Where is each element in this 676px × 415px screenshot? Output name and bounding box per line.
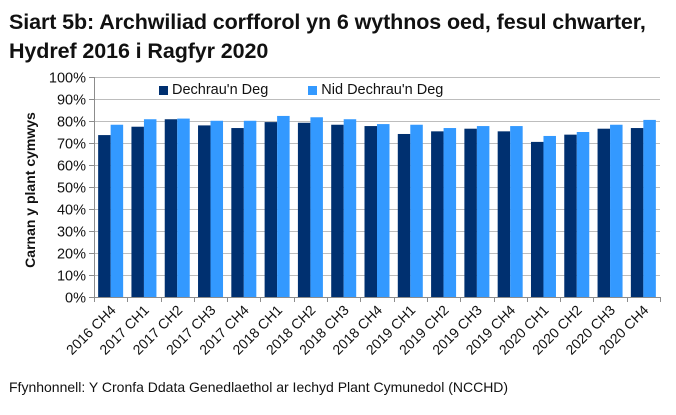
source-note: Ffynhonnell: Y Cronfa Ddata Genedlaethol… xyxy=(9,379,509,395)
bar xyxy=(210,120,224,297)
bar xyxy=(530,141,544,297)
bar xyxy=(364,126,377,297)
y-tick-label: 80% xyxy=(57,115,86,131)
bar xyxy=(497,131,511,297)
y-tick-label: 10% xyxy=(57,269,86,285)
y-tick-label: 90% xyxy=(57,93,86,109)
bar xyxy=(443,128,457,297)
bar xyxy=(397,133,411,297)
bars xyxy=(98,115,656,298)
bar xyxy=(131,126,144,297)
bar xyxy=(597,128,611,297)
bar xyxy=(510,126,523,297)
y-tick-labels: 0% 10% 20% 30% 40% 50% 60% 70% 80% 90% 100% xyxy=(49,71,86,307)
axes xyxy=(89,77,661,302)
legend-label: Dechrau'n Deg xyxy=(172,82,269,98)
bar xyxy=(297,122,311,297)
bar xyxy=(464,128,477,297)
bar xyxy=(243,120,257,297)
legend-item-dechraun-deg: Dechrau'n Deg xyxy=(159,82,268,98)
bar xyxy=(198,125,211,298)
bar xyxy=(543,135,556,297)
bar xyxy=(264,122,278,297)
bar xyxy=(231,128,244,297)
y-tick-label: 0% xyxy=(65,291,86,307)
legend-swatch-light-icon xyxy=(308,85,318,95)
bar xyxy=(331,124,344,298)
y-tick-label: 60% xyxy=(57,159,86,175)
legend: Dechrau'n Deg Nid Dechrau'n Deg xyxy=(159,82,484,98)
y-tick-label: 30% xyxy=(57,225,86,241)
bar xyxy=(143,119,157,298)
bar xyxy=(610,124,623,298)
bar xyxy=(98,135,111,297)
legend-swatch-dark-icon xyxy=(159,85,168,95)
chart-title: Siart 5b: Archwiliad corfforol yn 6 wyth… xyxy=(9,10,646,63)
y-tick-label: 20% xyxy=(57,247,86,263)
y-axis-label: Carnan y plant cymwys xyxy=(22,112,38,268)
legend-item-nid-dechraun-deg: Nid Dechrau'n Deg xyxy=(308,82,443,98)
bar xyxy=(177,118,190,297)
bar xyxy=(476,126,490,297)
bar xyxy=(564,134,577,297)
bar xyxy=(630,128,644,297)
bar xyxy=(277,115,290,297)
y-tick-label: 50% xyxy=(57,181,86,197)
bar xyxy=(576,132,590,297)
y-tick-label: 40% xyxy=(57,203,86,219)
bar xyxy=(431,131,444,297)
bar xyxy=(110,124,124,298)
bar xyxy=(310,117,323,297)
y-tick-label: 100% xyxy=(49,71,86,87)
bar xyxy=(377,124,390,297)
legend-label: Nid Dechrau'n Deg xyxy=(321,82,444,98)
bar xyxy=(643,119,656,298)
bar xyxy=(343,119,357,298)
y-tick-label: 70% xyxy=(57,137,86,153)
bar xyxy=(410,124,423,298)
bar xyxy=(164,119,178,298)
